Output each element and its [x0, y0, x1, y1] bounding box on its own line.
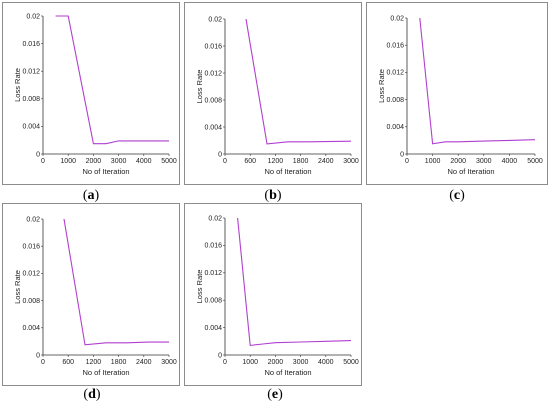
chart-panel-b: 0 0.004 0.008 0.012 0.016 0.02 0 600 1200 1800 240…	[184, 2, 362, 185]
y-tick-label: 0	[36, 151, 40, 158]
x-tick-label: 1000	[425, 158, 441, 165]
y-axis-label: Loss Rate	[195, 270, 204, 304]
y-tick-label: 0.012	[22, 69, 40, 76]
y-tick-label: 0.02	[208, 215, 222, 222]
x-tick-label: 4000	[318, 359, 334, 366]
x-tick-label: 1800	[111, 359, 127, 366]
series-line	[237, 217, 352, 347]
y-tick-label: 0.004	[22, 325, 40, 332]
caption-e: (e)	[267, 387, 283, 402]
x-tick-label: 3000	[476, 158, 492, 165]
x-axis-label: No of Iteration	[447, 167, 494, 176]
y-tick-label: 0.02	[26, 216, 40, 223]
x-tick-label: 2400	[318, 158, 334, 165]
series-line	[55, 15, 169, 145]
x-tick-label: 2000	[86, 158, 102, 165]
x-tick-label: 1200	[86, 359, 102, 366]
caption-d: (d)	[83, 387, 101, 402]
x-tick-label: 5000	[343, 359, 359, 366]
y-axis-label: Loss Rate	[13, 68, 22, 102]
chart-panel-a: 0 0.004 0.008 0.012 0.016 0.02 0 1000 2000 3000 40…	[2, 2, 180, 185]
y-tick-label: 0.004	[22, 124, 40, 131]
chart-svg-c: 0 0.004 0.008 0.012 0.016 0.02 0 1000 2000 3000 40…	[377, 15, 543, 176]
x-tick-label: 1000	[242, 359, 258, 366]
y-tick-label: 0	[218, 151, 222, 158]
y-tick-label: 0	[218, 352, 222, 359]
x-tick-label: 5000	[161, 158, 177, 165]
y-tick-label: 0.008	[386, 97, 404, 104]
y-tick-label: 0.012	[386, 70, 404, 77]
x-tick-label: 1800	[293, 158, 309, 165]
chart-panel-d: 0 0.004 0.008 0.012 0.016 0.02 0 600 1200 1800 240…	[2, 203, 180, 386]
x-tick-label: 0	[223, 158, 227, 165]
y-tick-label: 0.02	[208, 16, 222, 23]
x-tick-label: 4000	[136, 158, 152, 165]
caption-b: (b)	[264, 188, 282, 203]
y-tick-label: 0.012	[204, 70, 222, 77]
y-tick-label: 0	[36, 352, 40, 359]
x-tick-label: 600	[62, 359, 74, 366]
series-line	[245, 18, 352, 145]
x-tick-label: 0	[41, 158, 45, 165]
y-tick-label: 0.008	[204, 298, 222, 305]
chart-panel-c: 0 0.004 0.008 0.012 0.016 0.02 0 1000 2000 3000 40…	[366, 2, 548, 185]
x-tick-label: 3000	[293, 359, 309, 366]
y-tick-label: 0.016	[386, 43, 404, 50]
y-tick-label: 0.012	[22, 271, 40, 278]
y-tick-label: 0.016	[22, 244, 40, 251]
y-axis-label: Loss Rate	[13, 270, 22, 304]
y-tick-label: 0.008	[204, 97, 222, 104]
x-axis-label: No of Iteration	[82, 368, 129, 377]
y-tick-label: 0.004	[386, 124, 404, 131]
x-tick-label: 2000	[268, 359, 284, 366]
chart-svg-d: 0 0.004 0.008 0.012 0.016 0.02 0 600 1200 1800 240…	[13, 216, 177, 377]
chart-svg-a: 0 0.004 0.008 0.012 0.016 0.02 0 1000 2000 3000 40…	[13, 13, 177, 176]
y-tick-label: 0.016	[22, 41, 40, 48]
x-axis-label: No of Iteration	[82, 167, 129, 176]
y-tick-label: 0.004	[204, 124, 222, 131]
y-tick-label: 0.02	[390, 15, 404, 22]
x-axis-label: No of Iteration	[264, 368, 311, 377]
chart-svg-b: 0 0.004 0.008 0.012 0.016 0.02 0 600 1200 1800 240…	[195, 16, 359, 176]
x-tick-label: 5000	[527, 158, 543, 165]
x-tick-label: 4000	[502, 158, 518, 165]
chart-panel-e: 0 0.004 0.008 0.012 0.016 0.02 0 1000 2000 3000 40…	[184, 203, 362, 386]
y-tick-label: 0.008	[22, 298, 40, 305]
x-tick-label: 3000	[343, 158, 359, 165]
y-axis-label: Loss Rate	[195, 70, 204, 104]
y-tick-label: 0.012	[204, 270, 222, 277]
x-tick-label: 2000	[450, 158, 466, 165]
caption-c: (c)	[449, 188, 465, 203]
x-tick-label: 3000	[161, 359, 177, 366]
caption-a: (a)	[82, 188, 100, 203]
y-tick-label: 0.02	[26, 13, 40, 20]
x-tick-label: 600	[244, 158, 256, 165]
x-tick-label: 1000	[60, 158, 76, 165]
y-tick-label: 0.016	[204, 43, 222, 50]
x-tick-label: 2400	[136, 359, 152, 366]
x-tick-label: 0	[223, 359, 227, 366]
series-line	[63, 218, 169, 346]
y-tick-label: 0	[400, 151, 404, 158]
y-tick-label: 0.004	[204, 325, 222, 332]
chart-svg-e: 0 0.004 0.008 0.012 0.016 0.02 0 1000 2000 3000 40…	[195, 215, 359, 377]
x-tick-label: 0	[405, 158, 409, 165]
x-tick-label: 0	[41, 359, 45, 366]
y-axis-label: Loss Rate	[377, 69, 386, 103]
x-axis-label: No of Iteration	[264, 167, 311, 176]
series-line	[419, 17, 536, 145]
y-tick-label: 0.016	[204, 243, 222, 250]
x-tick-label: 3000	[111, 158, 127, 165]
x-tick-label: 1200	[268, 158, 284, 165]
y-tick-label: 0.008	[22, 96, 40, 103]
